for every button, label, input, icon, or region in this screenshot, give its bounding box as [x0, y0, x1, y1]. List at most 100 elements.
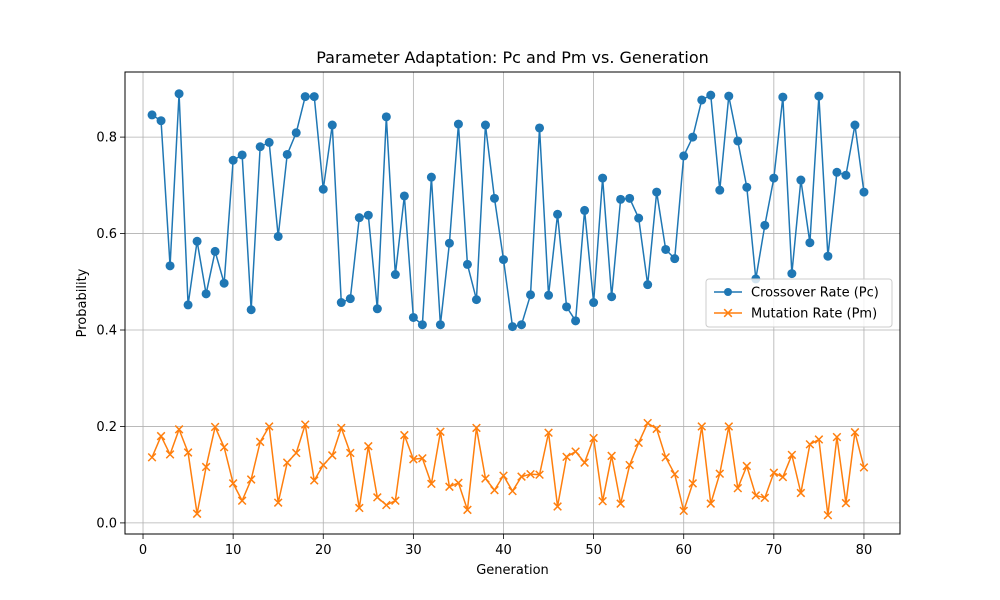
crossover-point	[760, 220, 770, 230]
crossover-point	[363, 210, 373, 220]
mutation-point	[652, 424, 662, 434]
mutation-point	[760, 493, 770, 503]
mutation-point	[436, 427, 445, 437]
mutation-point	[706, 499, 716, 508]
x-tick-label: 20	[315, 543, 332, 558]
crossover-point	[282, 149, 292, 159]
x-tick-label: 30	[405, 543, 422, 558]
crossover-point	[372, 304, 382, 314]
mutation-point	[643, 418, 653, 428]
x-tick-label: 0	[139, 543, 147, 558]
crossover-point	[489, 193, 499, 203]
mutation-point	[607, 451, 616, 461]
x-axis-label: Generation	[476, 563, 549, 578]
mutation-point	[490, 485, 499, 495]
crossover-point	[183, 300, 193, 310]
mutation-point	[814, 435, 824, 444]
crossover-point	[850, 120, 860, 130]
mutation-point	[264, 422, 274, 431]
mutation-point	[499, 471, 508, 480]
crossover-point	[147, 110, 157, 120]
crossover-point	[688, 132, 698, 142]
crossover-point	[156, 116, 166, 126]
series-crossover	[147, 89, 869, 332]
crossover-point	[480, 120, 490, 130]
mutation-point	[363, 441, 373, 451]
crossover-point	[255, 142, 265, 152]
mutation-point	[616, 499, 625, 508]
crossover-point	[535, 123, 545, 133]
crossover-point	[616, 194, 626, 204]
crossover-point	[562, 302, 572, 312]
mutation-point	[553, 502, 562, 511]
legend-label-crossover: Crossover Rate (Pc)	[751, 286, 879, 301]
x-tick-label: 60	[675, 543, 692, 558]
y-tick-label: 0.2	[96, 420, 117, 435]
legend-marker-crossover	[724, 288, 732, 296]
legend: Crossover Rate (Pc) Mutation Rate (Pm)	[705, 278, 893, 328]
crossover-point	[381, 112, 391, 122]
mutation-point	[850, 427, 860, 437]
mutation-point	[670, 469, 680, 479]
crossover-point	[670, 254, 680, 264]
mutation-point	[400, 430, 409, 440]
crossover-point	[462, 259, 472, 269]
y-tick-label: 0.6	[96, 227, 117, 242]
crossover-point	[228, 155, 238, 165]
mutation-point	[228, 479, 238, 488]
crossover-point	[210, 246, 220, 256]
crossover-point	[832, 167, 842, 177]
y-tick-label: 0.0	[96, 516, 117, 531]
x-tick-label: 50	[585, 543, 602, 558]
mutation-point	[463, 505, 472, 515]
crossover-point	[354, 213, 364, 223]
mutation-point	[255, 437, 265, 447]
crossover-point	[598, 173, 608, 183]
crossover-point	[399, 191, 409, 201]
mutation-point	[409, 454, 418, 464]
legend-label-mutation: Mutation Rate (Pm)	[751, 307, 877, 322]
mutation-point	[625, 460, 634, 470]
crossover-point	[517, 320, 527, 330]
mutation-point	[336, 423, 346, 433]
crossover-point	[192, 236, 202, 246]
crossover-point	[246, 305, 256, 315]
mutation-point	[201, 462, 211, 472]
crossover-point	[571, 316, 581, 326]
crossover-point	[336, 298, 346, 308]
crossover-point	[426, 172, 436, 182]
mutation-point	[823, 510, 833, 520]
mutation-point	[192, 509, 202, 519]
mutation-point	[391, 496, 400, 506]
crossover-point	[643, 280, 653, 290]
crossover-point	[787, 269, 797, 279]
crossover-point	[652, 187, 662, 197]
mutation-point	[787, 450, 797, 460]
crossover-point	[679, 151, 689, 161]
mutation-point	[769, 468, 779, 478]
mutation-point	[796, 488, 806, 498]
mutation-point	[309, 476, 319, 485]
crossover-point	[390, 270, 400, 280]
crossover-point	[724, 91, 734, 101]
mutation-point	[327, 451, 337, 460]
mutation-point	[859, 463, 869, 472]
mutation-point	[589, 433, 598, 443]
crossover-point	[291, 128, 301, 138]
crossover-point	[345, 294, 355, 304]
crossover-point	[778, 92, 788, 102]
chart-title: Parameter Adaptation: Pc and Pm vs. Gene…	[316, 48, 709, 67]
crossover-point	[841, 170, 851, 180]
mutation-point	[282, 458, 292, 467]
crossover-point	[526, 290, 536, 300]
crossover-point	[859, 187, 869, 197]
mutation-point	[751, 491, 761, 500]
crossover-point	[589, 298, 599, 308]
crossover-point	[697, 95, 707, 105]
crossover-point	[444, 238, 454, 248]
series-layer	[147, 89, 869, 520]
mutation-point	[562, 452, 571, 462]
crossover-point	[544, 290, 554, 300]
crossover-point	[309, 92, 319, 102]
